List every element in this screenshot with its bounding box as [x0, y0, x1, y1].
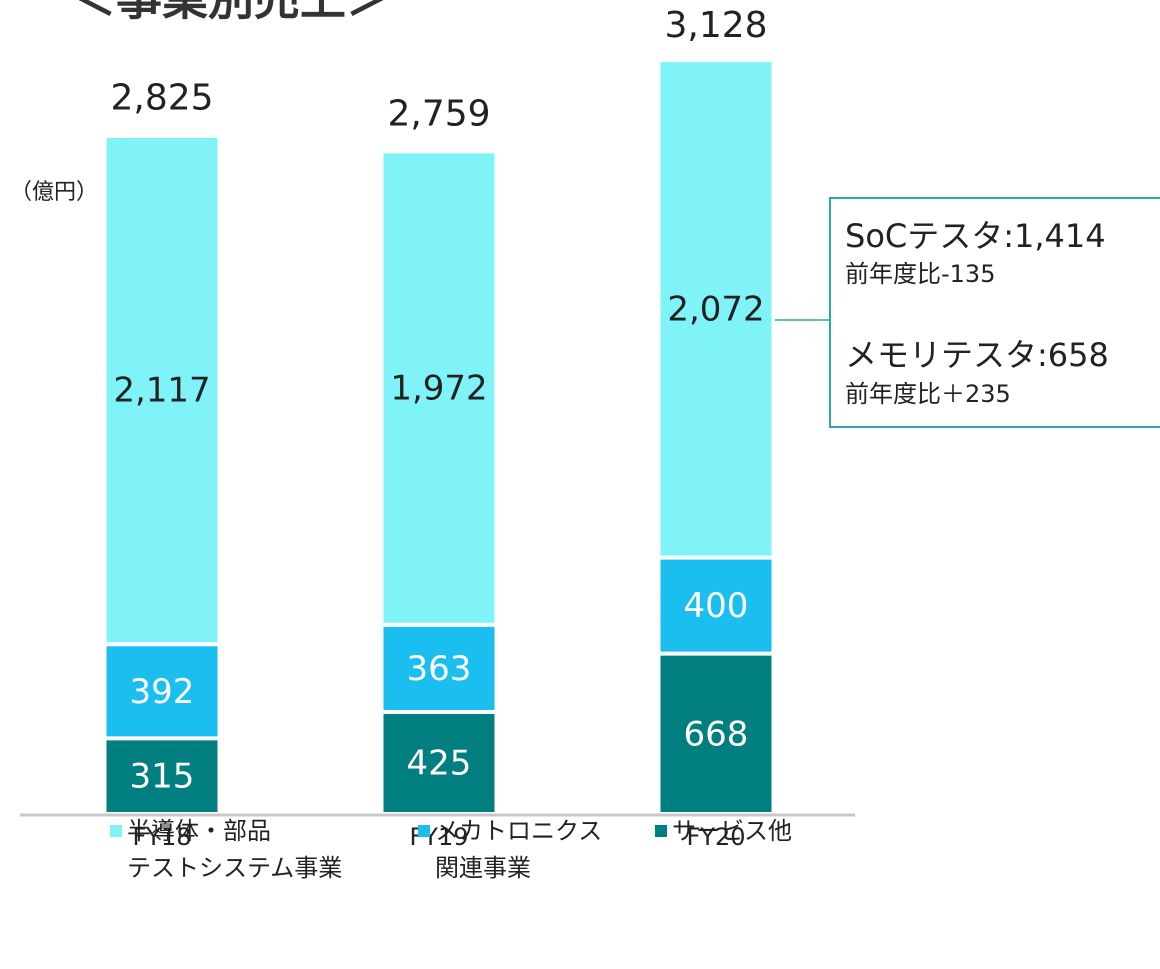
total-label: 2,825	[110, 78, 213, 119]
bar-segment	[106, 646, 218, 737]
value-label: 392	[130, 672, 195, 712]
value-label: 425	[407, 743, 472, 783]
legend-label: 半導体・部品テストシステム事業	[127, 817, 342, 882]
annotation-text: メモリテスタ:658	[845, 336, 1109, 374]
x-tick-label: FY20	[686, 823, 745, 851]
annotation-text: 前年度比＋235	[845, 380, 1011, 408]
annotation-text: 前年度比-135	[845, 260, 995, 288]
value-label: 1,972	[390, 369, 487, 409]
bar-segment	[660, 559, 772, 652]
bar-segment	[383, 626, 495, 710]
bar-segment	[383, 713, 495, 812]
value-label: 400	[684, 586, 749, 626]
annotation-text: SoCテスタ:1,414	[845, 217, 1106, 255]
bar-segment	[106, 740, 218, 812]
value-label: 315	[130, 757, 195, 797]
value-label: 2,072	[667, 289, 764, 329]
annotation-box	[829, 197, 1160, 428]
value-label: 2,117	[113, 371, 210, 411]
total-label: 2,759	[387, 94, 490, 135]
value-label: 668	[684, 714, 749, 754]
bar-segment	[383, 153, 495, 623]
value-label: 363	[407, 649, 472, 689]
bar-segment	[660, 655, 772, 812]
x-tick-label: FY18	[132, 823, 191, 851]
total-label: 3,128	[664, 5, 767, 46]
legend-swatch	[655, 825, 667, 837]
chart-title: ＜事業別売上＞	[70, 0, 392, 26]
legend-label: サービス他	[672, 817, 792, 845]
unit-label: （億円）	[10, 180, 98, 205]
legend-label: メカトロニクス関連事業	[435, 817, 602, 882]
bar-segment	[660, 62, 772, 556]
bar-segment	[106, 137, 218, 643]
legend-swatch	[110, 825, 122, 837]
legend-swatch	[418, 825, 430, 837]
